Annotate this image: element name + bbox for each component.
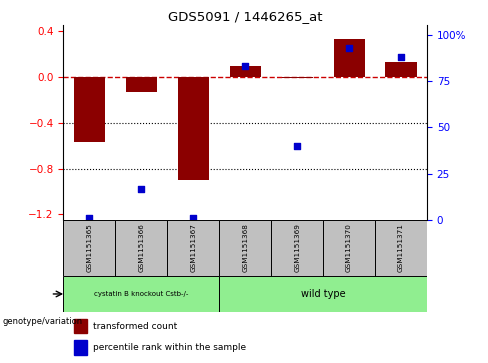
Text: GSM1151371: GSM1151371 (398, 224, 404, 273)
Bar (282, 77, 313, 78)
Text: GSM1151369: GSM1151369 (294, 224, 300, 273)
Bar (219, 276, 427, 312)
Bar (323, 220, 375, 276)
Title: GDS5091 / 1446265_at: GDS5091 / 1446265_at (168, 10, 323, 23)
Text: GSM1151370: GSM1151370 (346, 224, 352, 273)
Point (242, 63, 249, 69)
Bar (375, 220, 427, 276)
Text: wild type: wild type (301, 289, 346, 299)
Bar (63, 220, 115, 276)
Point (85, 216, 93, 221)
Text: GSM1151366: GSM1151366 (138, 224, 144, 273)
Bar (63, 276, 219, 312)
Point (293, 143, 301, 149)
Bar (178, 77, 209, 180)
Bar (74, 340, 87, 355)
Text: genotype/variation: genotype/variation (2, 317, 82, 326)
Bar (219, 220, 271, 276)
Point (397, 54, 405, 60)
Bar (333, 39, 365, 77)
Text: GSM1151365: GSM1151365 (86, 224, 92, 273)
Bar (74, 319, 87, 333)
Point (345, 45, 353, 50)
Bar (115, 220, 167, 276)
Bar (386, 62, 417, 77)
Bar (271, 220, 323, 276)
Bar (167, 220, 219, 276)
Text: percentile rank within the sample: percentile rank within the sample (93, 343, 245, 352)
Point (189, 216, 197, 221)
Bar (126, 77, 157, 92)
Point (138, 186, 145, 192)
Bar (74, 77, 105, 142)
Text: cystatin B knockout Cstb-/-: cystatin B knockout Cstb-/- (94, 291, 188, 297)
Text: transformed count: transformed count (93, 322, 177, 331)
Bar (230, 65, 261, 77)
Text: GSM1151367: GSM1151367 (190, 224, 196, 273)
Text: GSM1151368: GSM1151368 (242, 224, 248, 273)
